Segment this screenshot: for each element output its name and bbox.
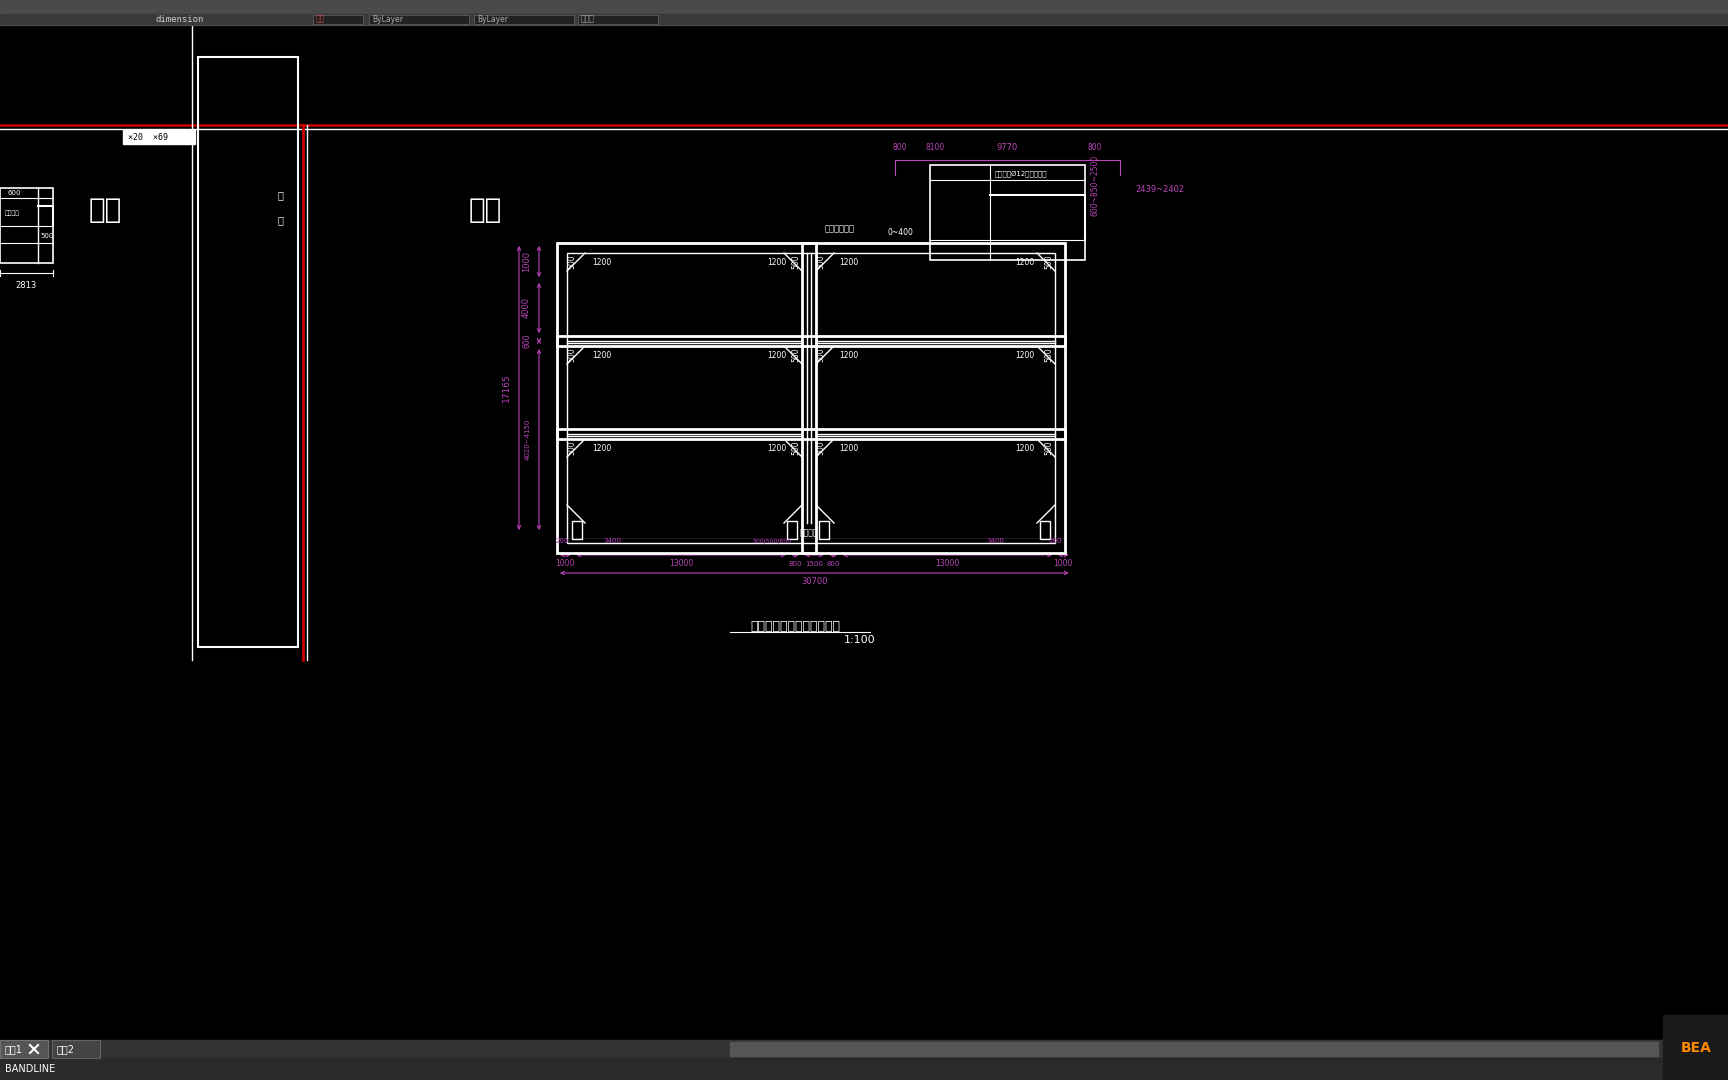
Text: 1200: 1200 bbox=[840, 351, 859, 360]
Text: 1200: 1200 bbox=[840, 444, 859, 453]
Text: 13000: 13000 bbox=[669, 559, 693, 568]
Bar bbox=[930, 165, 1085, 260]
Bar bbox=[786, 521, 797, 539]
Text: 布局1: 布局1 bbox=[5, 1044, 22, 1054]
Bar bbox=[123, 130, 195, 144]
Text: 500: 500 bbox=[567, 255, 575, 269]
Text: 500: 500 bbox=[791, 348, 800, 362]
Bar bbox=[729, 1042, 1657, 1056]
Text: 500: 500 bbox=[791, 441, 800, 456]
Bar bbox=[0, 14, 1728, 25]
Text: 1200: 1200 bbox=[767, 258, 786, 267]
Text: 500: 500 bbox=[1044, 441, 1052, 456]
Text: 500: 500 bbox=[567, 348, 575, 362]
Text: 200: 200 bbox=[1049, 538, 1061, 544]
Text: 框: 框 bbox=[276, 190, 283, 200]
Text: ByLayer: ByLayer bbox=[372, 14, 403, 24]
Text: 600~850~2500: 600~850~2500 bbox=[1090, 154, 1099, 216]
Text: 1200: 1200 bbox=[1014, 444, 1035, 453]
Bar bbox=[0, 0, 1728, 14]
Text: 200: 200 bbox=[555, 538, 569, 544]
Text: 通道先生主板: 通道先生主板 bbox=[824, 224, 855, 233]
Text: 东侧: 东侧 bbox=[468, 195, 501, 224]
Text: 1000: 1000 bbox=[556, 559, 575, 568]
Text: 2813: 2813 bbox=[16, 281, 36, 291]
Text: 600: 600 bbox=[9, 190, 21, 195]
Text: 4020~4150: 4020~4150 bbox=[525, 419, 530, 460]
Bar bbox=[572, 521, 582, 539]
Bar bbox=[577, 15, 658, 24]
Text: 3400: 3400 bbox=[603, 538, 620, 544]
Text: 1200: 1200 bbox=[1014, 258, 1035, 267]
Text: 布局2: 布局2 bbox=[57, 1044, 74, 1054]
Text: 1200: 1200 bbox=[593, 444, 612, 453]
Text: 500: 500 bbox=[816, 441, 824, 456]
Text: 500: 500 bbox=[1044, 255, 1052, 269]
Bar bbox=[0, 1040, 48, 1058]
Text: 500: 500 bbox=[791, 255, 800, 269]
Text: 0~400: 0~400 bbox=[886, 228, 912, 237]
Text: 泽红: 泽红 bbox=[316, 14, 325, 24]
Text: 4000: 4000 bbox=[522, 297, 530, 319]
Text: BEA: BEA bbox=[1681, 1041, 1711, 1055]
Text: 隐藏色: 隐藏色 bbox=[581, 14, 594, 24]
Text: 1000: 1000 bbox=[1054, 559, 1073, 568]
Text: 图: 图 bbox=[276, 215, 283, 225]
Bar bbox=[556, 336, 1064, 346]
Bar bbox=[473, 15, 574, 24]
Text: 800: 800 bbox=[1087, 143, 1102, 152]
Text: 500|500|800: 500|500|800 bbox=[752, 539, 791, 544]
Text: 1500: 1500 bbox=[805, 561, 823, 567]
Bar bbox=[1040, 521, 1051, 539]
Bar bbox=[0, 1040, 1728, 1058]
Text: BANDLINE: BANDLINE bbox=[5, 1064, 55, 1074]
Text: 1200: 1200 bbox=[767, 351, 786, 360]
Text: 累计中点: 累计中点 bbox=[5, 211, 21, 216]
Text: 500: 500 bbox=[816, 348, 824, 362]
Text: 1200: 1200 bbox=[593, 258, 612, 267]
Text: 500: 500 bbox=[567, 441, 575, 456]
Text: 800: 800 bbox=[826, 561, 840, 567]
Text: 13000: 13000 bbox=[935, 559, 959, 568]
Bar bbox=[0, 188, 54, 264]
Text: ByLayer: ByLayer bbox=[477, 14, 508, 24]
Bar bbox=[313, 15, 363, 24]
Text: 1200: 1200 bbox=[840, 258, 859, 267]
Text: 8100: 8100 bbox=[926, 143, 945, 152]
Bar bbox=[199, 57, 297, 647]
Text: ×20  ×69: ×20 ×69 bbox=[128, 133, 168, 141]
Text: 电子成形Ø12螺纹连接点: 电子成形Ø12螺纹连接点 bbox=[995, 170, 1047, 177]
Text: dimension: dimension bbox=[156, 14, 204, 24]
Text: 500: 500 bbox=[40, 233, 54, 239]
Text: 800: 800 bbox=[893, 143, 907, 152]
Text: 1200: 1200 bbox=[767, 444, 786, 453]
Text: 1200: 1200 bbox=[1014, 351, 1035, 360]
Text: 西侧: 西侧 bbox=[88, 195, 121, 224]
Text: 垫片位置: 垫片位置 bbox=[800, 528, 819, 537]
Bar bbox=[819, 521, 829, 539]
Bar bbox=[0, 1058, 1728, 1080]
Text: 30700: 30700 bbox=[802, 578, 828, 586]
Bar bbox=[567, 253, 1056, 543]
Text: 600: 600 bbox=[522, 334, 530, 349]
Text: 1200: 1200 bbox=[593, 351, 612, 360]
Text: 1:100: 1:100 bbox=[845, 635, 876, 645]
Bar bbox=[556, 243, 1064, 553]
Bar bbox=[802, 243, 816, 553]
Text: 隧道主体结构横断面设计图: 隧道主体结构横断面设计图 bbox=[750, 620, 840, 633]
Text: 800: 800 bbox=[788, 561, 802, 567]
Bar bbox=[52, 1040, 100, 1058]
Text: 500: 500 bbox=[1044, 348, 1052, 362]
Bar bbox=[556, 429, 1064, 438]
Text: 2439~2402: 2439~2402 bbox=[1135, 185, 1184, 194]
Text: 9770: 9770 bbox=[997, 143, 1018, 152]
Text: 1000: 1000 bbox=[522, 251, 530, 272]
Text: 17165: 17165 bbox=[503, 374, 511, 403]
Text: 500: 500 bbox=[816, 255, 824, 269]
Bar bbox=[0, 0, 1728, 22]
Bar bbox=[1662, 1015, 1728, 1080]
Text: 3400: 3400 bbox=[987, 538, 1004, 544]
Bar bbox=[370, 15, 468, 24]
